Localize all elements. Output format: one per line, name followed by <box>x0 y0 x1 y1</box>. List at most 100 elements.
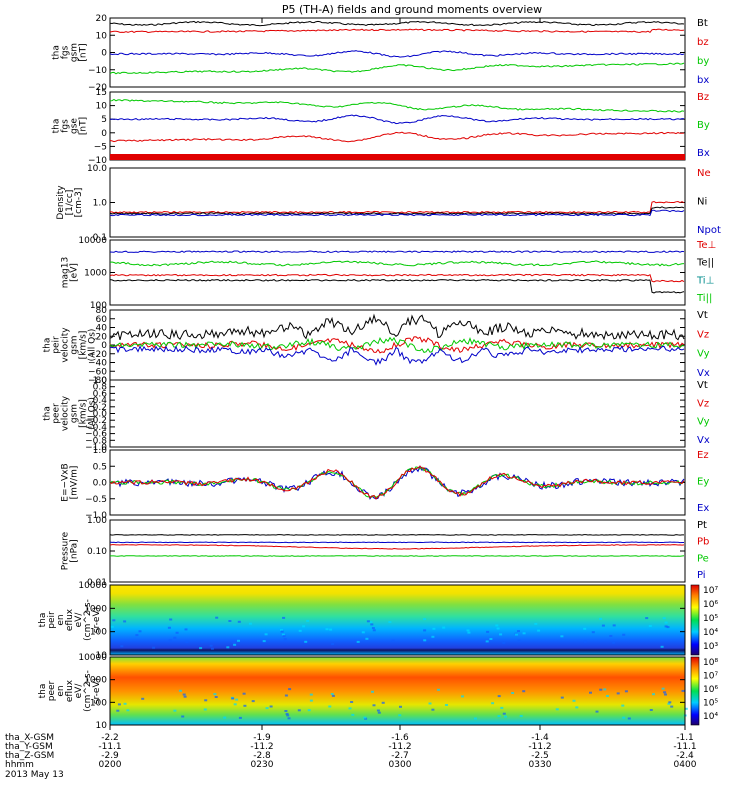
spectrogram-pixel <box>356 640 360 643</box>
spectrogram-pixel <box>350 701 354 703</box>
spectrogram-pixel <box>500 706 504 709</box>
spectrogram-pixel <box>504 715 507 718</box>
spectrogram-pixel <box>377 711 381 714</box>
trace-Vt <box>109 313 685 341</box>
y-axis-label-line: [km/s] <box>79 399 89 428</box>
trace-Pt <box>109 534 684 536</box>
spectrogram-pixel <box>235 698 239 701</box>
legend-peir_vel-2: Vy <box>697 349 710 360</box>
spectrogram-pixel <box>233 703 237 706</box>
spectrogram-pixel <box>285 712 289 715</box>
spectrogram-pixel <box>391 639 395 642</box>
spectrogram-pixel <box>302 625 306 628</box>
y-axis-label-line: [mV/m] <box>70 466 80 500</box>
spectrogram-pixel <box>167 626 171 629</box>
panel-fgs_gse: 15 10 5 0 −5 −10 thafgsgse[nT] Bz By Bx <box>52 88 710 166</box>
spectrogram-pixel <box>269 705 273 708</box>
spectrogram-pixel <box>560 696 564 699</box>
spectrogram-pixel <box>519 715 523 717</box>
y-tick-label: 10.0 <box>87 164 107 174</box>
y-tick-label: 0 <box>101 129 107 139</box>
y-tick-label: 1000 <box>84 676 107 686</box>
y-axis-label-line: tha <box>43 406 53 421</box>
y-tick-label: 0.0 <box>93 410 108 420</box>
spectrogram-pixel <box>298 629 302 632</box>
spectrogram-pixel <box>281 633 285 636</box>
spectrogram-pixel <box>622 716 626 719</box>
legend-fgs_gsm-3: bx <box>697 75 709 86</box>
spectrogram-pixel <box>363 716 367 719</box>
spectrogram-pixel <box>307 709 311 712</box>
spectrogram-pixel <box>262 640 266 643</box>
spectrogram-pixel <box>364 717 368 720</box>
spectrogram-pixel <box>663 691 667 694</box>
y-axis-label-line: gsm <box>70 335 80 354</box>
time-axis-row-label: tha_Y-GSM <box>5 742 53 752</box>
spectrogram-pixel <box>329 628 333 631</box>
time-axis-value: -2.5 <box>531 751 549 761</box>
y-tick-label: 100 <box>90 698 107 708</box>
time-axis-value: -2.2 <box>101 733 119 743</box>
y-tick-label: 0.6 <box>93 389 108 399</box>
spectrogram-pixel <box>497 695 501 698</box>
y-tick-label: 10 <box>96 31 108 41</box>
y-tick-label: 15 <box>96 88 107 98</box>
panel-frame <box>109 91 686 161</box>
y-tick-label: 10 <box>96 721 108 731</box>
y-tick-label: 1000 <box>84 604 107 614</box>
y-tick-label: 10000 <box>78 653 107 663</box>
spectrogram-pixel <box>214 696 218 698</box>
spectrogram-pixel <box>231 697 235 700</box>
trace-Bx <box>109 131 685 143</box>
spectrogram-pixel <box>502 712 506 715</box>
legend-fgs_gse-2: Bx <box>697 148 710 159</box>
y-tick-label: 100 <box>90 628 107 638</box>
colorbar-label: 10³ <box>703 642 718 652</box>
red-band <box>110 154 685 160</box>
y-tick-label: −20 <box>88 350 107 360</box>
spectrogram-pixel <box>183 695 187 698</box>
trace-Te-par <box>109 279 685 294</box>
y-axis-label-line: gsm <box>70 43 80 62</box>
legend-peer_vel-3: Vx <box>697 435 710 446</box>
colorbar-label: 10⁶ <box>703 685 718 695</box>
trace-Pi <box>109 541 684 544</box>
spectrogram-pixel <box>226 646 230 649</box>
y-tick-label: −20 <box>88 83 107 93</box>
spectrogram-pixel <box>595 710 599 713</box>
y-tick-label: 0.4 <box>93 396 108 406</box>
spectrogram-pixel <box>213 693 217 696</box>
y-tick-label: −5 <box>94 142 107 152</box>
spectrogram-pixel <box>123 702 127 705</box>
y-tick-label: −1.0 <box>85 443 107 453</box>
y-axis-label: thapeervelocitygsm[km/s](All Qs) <box>43 395 98 431</box>
time-axis-value: -11.1 <box>98 742 121 752</box>
y-tick-label: 0.10 <box>87 547 107 557</box>
spectrogram-pixel <box>282 616 286 619</box>
trace-Ti-par <box>109 260 685 267</box>
legend-peir_vel-0: Vt <box>697 310 708 321</box>
spectrogram-pixel <box>572 699 576 702</box>
spectrogram-pixel <box>423 618 427 621</box>
spectrogram-pixel <box>284 710 288 712</box>
spectrogram-pixel <box>182 693 186 696</box>
trace-Pe <box>110 555 685 557</box>
y-axis-label-line: eflux <box>65 608 75 631</box>
spectrogram-pixel <box>138 630 142 633</box>
y-axis-label-line: peir <box>52 336 62 354</box>
y-axis-label-line: tha <box>38 684 48 699</box>
spectrogram-pixel <box>309 699 313 702</box>
spectrogram-pixel <box>491 702 495 705</box>
y-axis-label-line: Pressure <box>61 531 71 570</box>
spectrogram-pixel <box>304 640 308 643</box>
spectrogram-pixel <box>309 693 313 696</box>
spectrogram-pixel <box>591 631 595 634</box>
spectrogram-pixel <box>583 640 587 643</box>
legend-efield-1: Ey <box>697 477 709 488</box>
spectrogram-pixel <box>560 635 564 638</box>
time-axis-value: -2.8 <box>253 751 271 761</box>
spectrogram-pixel <box>328 705 332 708</box>
y-tick-label: 0 <box>101 49 107 59</box>
spectrogram-pixel <box>660 645 664 648</box>
spectrogram-pixel <box>169 618 173 621</box>
